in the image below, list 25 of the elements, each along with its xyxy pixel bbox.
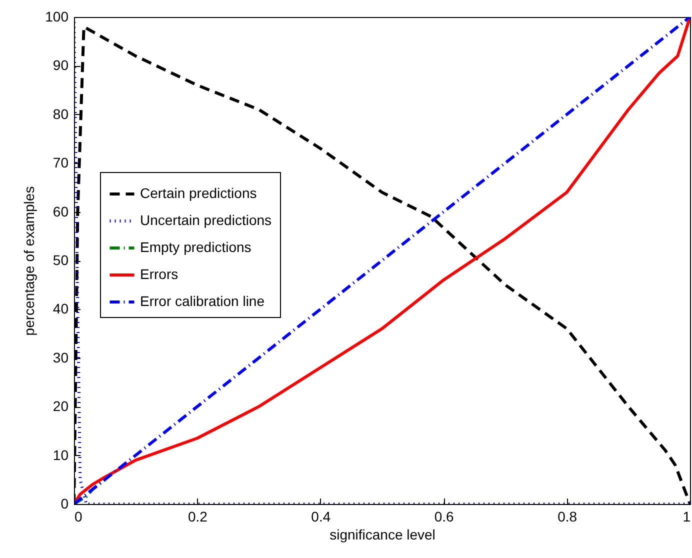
- x-tick-label: 1: [682, 508, 691, 524]
- x-axis-title: significance level: [330, 526, 436, 542]
- x-tick-label: 0.8: [558, 508, 578, 524]
- legend-label: Errors: [140, 266, 178, 282]
- y-axis-title: percentage of examples: [21, 186, 38, 336]
- y-tick-label: 0: [60, 496, 69, 512]
- y-tick-label: 10: [52, 446, 69, 463]
- legend-label: Uncertain predictions: [140, 212, 272, 228]
- legend-label: Empty predictions: [140, 239, 252, 255]
- y-tick-label: 50: [52, 252, 69, 268]
- x-tick-label: 0.2: [188, 508, 208, 524]
- x-tick-label: 0: [74, 508, 82, 524]
- y-tick-label: 100: [45, 8, 69, 24]
- y-tick-label: 30: [52, 349, 69, 366]
- x-tick-label: 0.6: [434, 508, 454, 524]
- y-tick-label: 70: [52, 154, 69, 171]
- x-tick-label: 0.4: [311, 508, 331, 524]
- y-tick-label: 80: [52, 106, 69, 122]
- line-series: [74, 478, 106, 504]
- legend-label: Certain predictions: [140, 185, 257, 201]
- y-tick-label: 90: [52, 57, 69, 74]
- y-tick-label: 20: [52, 398, 69, 414]
- y-tick-label: 60: [52, 203, 69, 220]
- legend-label: Error calibration line: [140, 293, 265, 309]
- y-tick-label: 40: [52, 300, 69, 317]
